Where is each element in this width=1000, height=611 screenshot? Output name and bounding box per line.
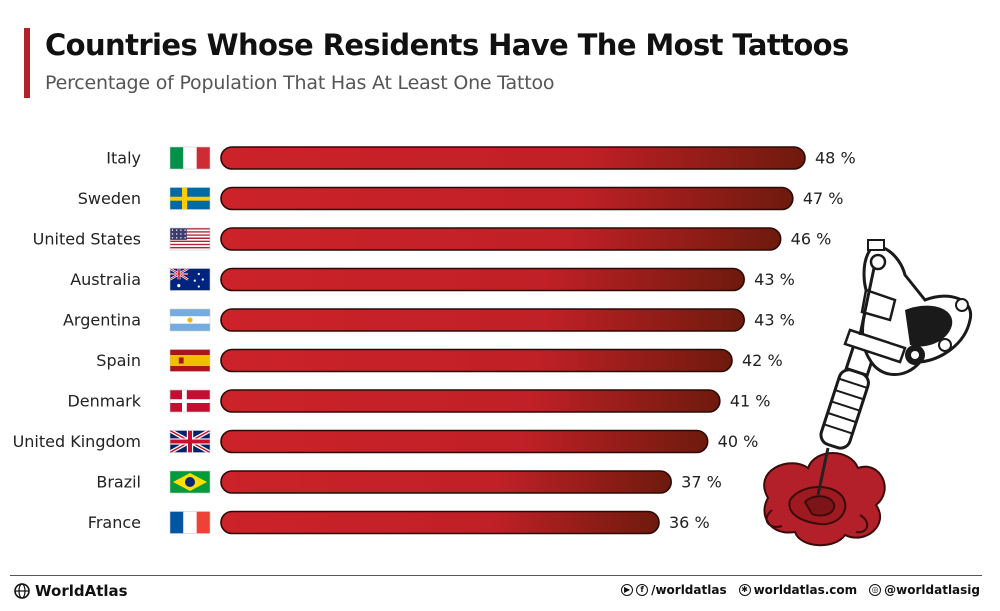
value-label: 36 %	[669, 513, 710, 532]
italy-flag	[169, 146, 211, 170]
value-label: 48 %	[815, 149, 856, 168]
country-label: Denmark	[67, 392, 141, 411]
country-label: United Kingdom	[13, 432, 141, 451]
country-label: France	[88, 513, 141, 532]
country-label: Sweden	[78, 189, 141, 208]
footer-social: ▶ f /worldatlas ✱ worldatlas.com ◎ @worl…	[621, 583, 980, 597]
bar-row: Sweden 47 %	[78, 186, 844, 211]
bar	[220, 470, 672, 494]
bar	[220, 429, 709, 454]
france-flag	[169, 511, 211, 534]
country-label: Spain	[96, 351, 141, 370]
united-states-flag	[169, 227, 211, 251]
instagram-icon: ◎	[869, 584, 882, 596]
bar-chart: Italy 48 % Sweden 47 % United States 46 % Aust…	[13, 146, 973, 547]
youtube-icon: ▶	[621, 584, 634, 596]
bar-row: Spain 42 %	[96, 348, 783, 373]
bar-row: Denmark 41 %	[67, 389, 771, 413]
bar	[220, 267, 745, 292]
website-icon: ✱	[738, 584, 751, 596]
bar	[220, 227, 782, 251]
bar-row: Brazil 37 %	[96, 470, 722, 494]
value-label: 43 %	[754, 311, 795, 330]
brand-name: WorldAtlas	[35, 582, 128, 600]
brazil-flag	[169, 470, 211, 494]
bar-row: United States 46 %	[33, 227, 832, 251]
bar-row: Australia 43 %	[70, 267, 795, 292]
social-handle[interactable]: /worldatlas	[651, 583, 727, 597]
country-label: Australia	[70, 270, 141, 289]
bar	[220, 146, 806, 170]
instagram-handle[interactable]: @worldatlasig	[884, 583, 980, 597]
value-label: 42 %	[742, 351, 783, 370]
rose-icon	[763, 452, 886, 547]
bar-row: France 36 %	[88, 510, 710, 535]
globe-icon	[14, 583, 30, 599]
country-label: Brazil	[96, 473, 141, 492]
value-label: 46 %	[791, 230, 832, 249]
value-label: 41 %	[730, 392, 771, 411]
footer-brand: WorldAtlas	[14, 582, 128, 600]
australia-flag	[169, 267, 211, 291]
bar-row: Argentina 43 %	[63, 308, 795, 332]
footer-divider	[10, 575, 982, 576]
title-accent-bar	[24, 28, 30, 98]
sweden-flag	[169, 187, 211, 210]
value-label: 43 %	[754, 270, 795, 289]
chart-title: Countries Whose Residents Have The Most …	[45, 28, 849, 62]
bar	[220, 389, 721, 413]
spain-flag	[169, 349, 211, 372]
value-label: 37 %	[681, 473, 722, 492]
value-label: 47 %	[803, 189, 844, 208]
bar	[220, 308, 745, 332]
bar	[220, 186, 794, 211]
denmark-flag	[169, 389, 211, 413]
country-label: Argentina	[63, 311, 141, 330]
bar	[220, 348, 733, 373]
country-label: United States	[33, 230, 141, 249]
united-kingdom-flag	[169, 428, 211, 455]
facebook-icon: f	[636, 584, 649, 596]
country-label: Italy	[106, 149, 141, 168]
bar-row: Italy 48 %	[106, 146, 856, 170]
bar-row: United Kingdom 40 %	[13, 428, 759, 455]
bar	[220, 510, 660, 535]
tattoo-machine-icon	[763, 239, 973, 547]
website-link[interactable]: worldatlas.com	[753, 583, 858, 597]
argentina-flag	[169, 308, 211, 332]
chart-subtitle: Percentage of Population That Has At Lea…	[45, 72, 555, 94]
value-label: 40 %	[718, 432, 759, 451]
